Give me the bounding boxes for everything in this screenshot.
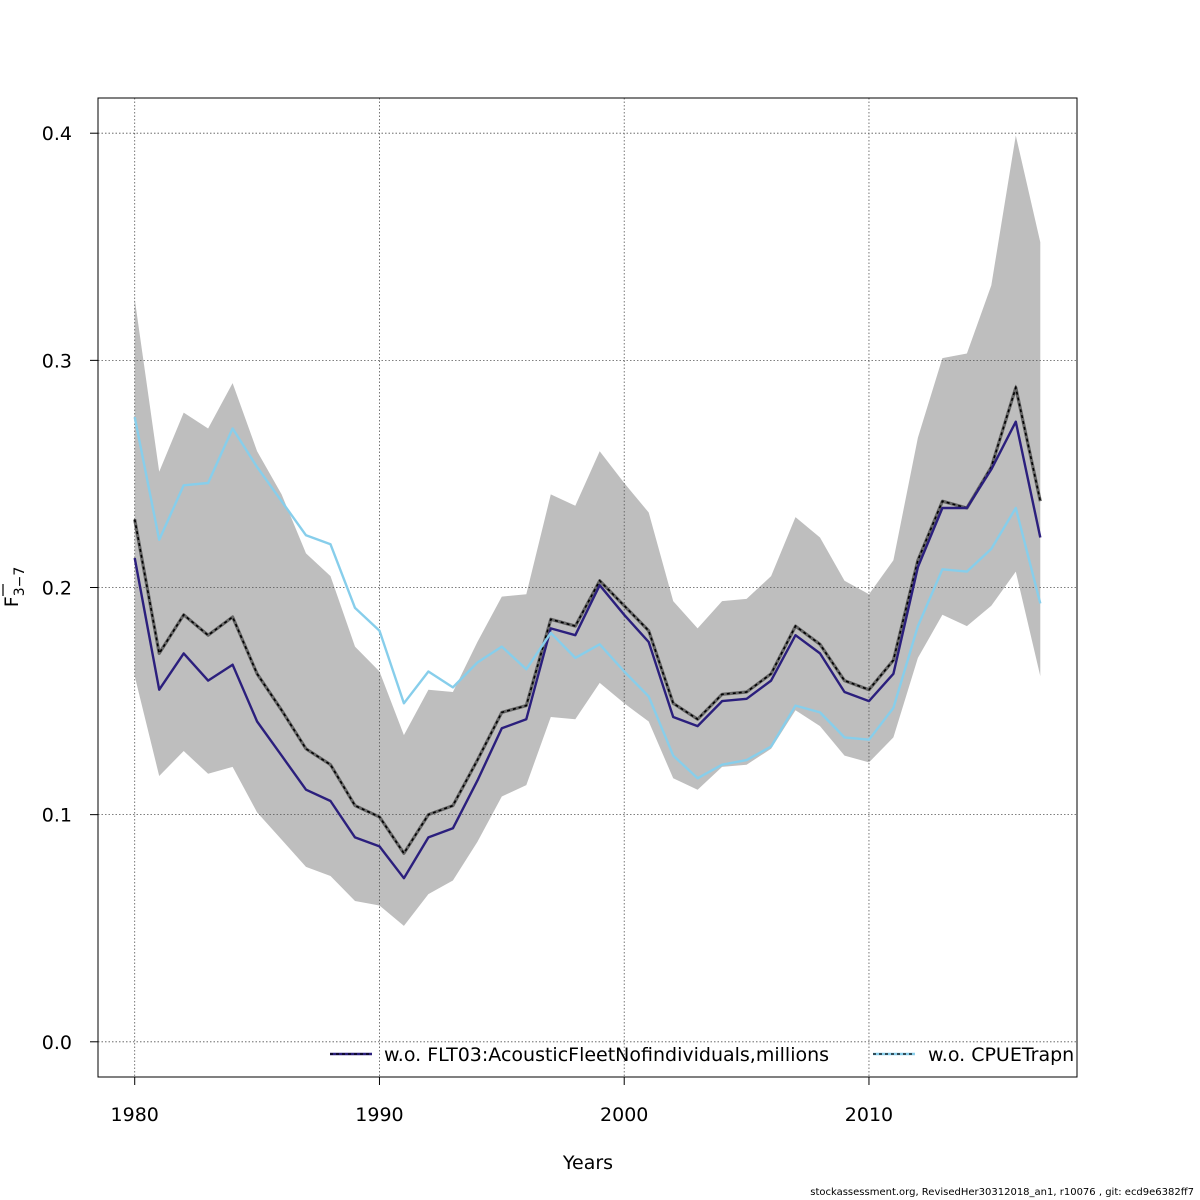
x-axis-title: Years [562,1152,613,1174]
series-line-1 [133,420,1042,880]
series-line-0 [133,384,1042,855]
x-tick-label-2010: 2010 [845,1104,893,1126]
legend-label-1: w.o. CPUETrapn [928,1044,1074,1066]
legend-label-0: w.o. FLT03:AcousticFleetNofindividuals,m… [384,1044,829,1066]
legend: w.o. FLT03:AcousticFleetNofindividuals,m… [330,1044,1074,1066]
axis-layer: 1980 1990 2000 2010 0.0 0.1 0.2 0.3 0.4 [42,123,893,1126]
y-tick-label-0: 0.0 [42,1032,72,1054]
legend-item-0: w.o. FLT03:AcousticFleetNofindividuals,m… [330,1044,829,1066]
series-line-2 [133,416,1042,780]
y-tick-label-0.1: 0.1 [42,805,72,827]
y-axis-title: F3−7 [1,567,28,607]
legend-item-1: w.o. CPUETrapn [873,1044,1074,1066]
y-tick-label-0.3: 0.3 [42,350,72,372]
series-layer [133,384,1042,880]
x-tick-label-2000: 2000 [600,1104,648,1126]
y-axis-title-subscript: 3−7 [12,567,28,597]
x-tick-label-1980: 1980 [111,1104,159,1126]
y-tick-label-0.2: 0.2 [42,578,72,600]
confidence-band-layer [134,135,1041,926]
y-axis-title-text: F3−7 [1,567,28,607]
y-tick-label-0.4: 0.4 [42,123,72,145]
footer-caption: stockassessment.org, RevisedHer30312018_… [810,1187,1194,1198]
x-tick-label-1990: 1990 [355,1104,403,1126]
y-axis-title-main: F [1,596,23,607]
confidence-band [134,135,1041,926]
